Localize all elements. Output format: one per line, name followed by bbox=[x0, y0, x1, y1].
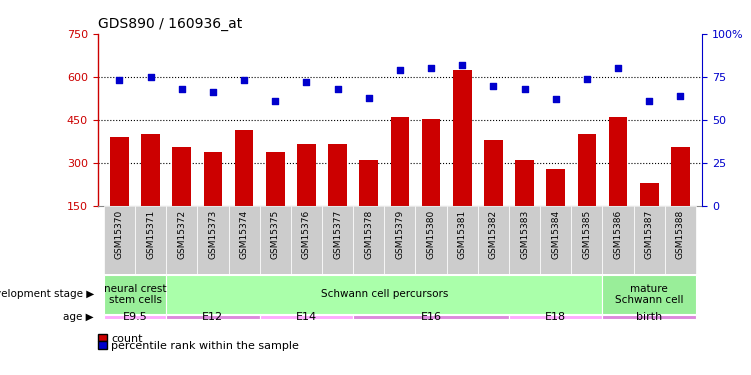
Text: GSM15375: GSM15375 bbox=[271, 210, 280, 259]
Text: neural crest
stem cells: neural crest stem cells bbox=[104, 284, 166, 305]
Point bbox=[145, 74, 157, 80]
Text: GSM15371: GSM15371 bbox=[146, 210, 155, 259]
Text: GSM15377: GSM15377 bbox=[333, 210, 342, 259]
FancyBboxPatch shape bbox=[353, 315, 509, 319]
FancyBboxPatch shape bbox=[478, 206, 509, 274]
Text: GSM15370: GSM15370 bbox=[115, 210, 124, 259]
Point bbox=[456, 62, 468, 68]
Text: GSM15385: GSM15385 bbox=[582, 210, 591, 259]
FancyBboxPatch shape bbox=[415, 206, 447, 274]
FancyBboxPatch shape bbox=[353, 206, 385, 274]
Text: E16: E16 bbox=[421, 312, 442, 322]
Text: GSM15386: GSM15386 bbox=[614, 210, 623, 259]
Bar bbox=[173, 147, 191, 249]
Point bbox=[581, 76, 593, 82]
Point bbox=[643, 98, 655, 104]
Point bbox=[550, 96, 562, 102]
Text: GSM15373: GSM15373 bbox=[209, 210, 218, 259]
Bar bbox=[640, 183, 659, 249]
Bar bbox=[141, 134, 160, 249]
Bar bbox=[671, 147, 689, 249]
Bar bbox=[484, 140, 502, 249]
Bar bbox=[422, 118, 440, 249]
Text: GSM15380: GSM15380 bbox=[427, 210, 436, 259]
Text: E9.5: E9.5 bbox=[122, 312, 147, 322]
Bar bbox=[609, 117, 627, 249]
Bar bbox=[297, 144, 315, 249]
FancyBboxPatch shape bbox=[291, 206, 322, 274]
Bar bbox=[110, 137, 128, 249]
Point bbox=[238, 77, 250, 83]
Point bbox=[394, 67, 406, 73]
FancyBboxPatch shape bbox=[166, 206, 198, 274]
Text: GSM15384: GSM15384 bbox=[551, 210, 560, 259]
FancyBboxPatch shape bbox=[634, 206, 665, 274]
Text: E18: E18 bbox=[545, 312, 566, 322]
Text: GDS890 / 160936_at: GDS890 / 160936_at bbox=[98, 17, 242, 32]
Text: GSM15379: GSM15379 bbox=[396, 210, 404, 259]
FancyBboxPatch shape bbox=[104, 206, 135, 274]
FancyBboxPatch shape bbox=[228, 206, 260, 274]
Bar bbox=[235, 130, 253, 249]
Point bbox=[674, 93, 686, 99]
Point bbox=[113, 77, 125, 83]
Text: E12: E12 bbox=[202, 312, 224, 322]
Bar bbox=[547, 169, 565, 249]
FancyBboxPatch shape bbox=[602, 274, 696, 314]
Bar bbox=[453, 70, 472, 249]
FancyBboxPatch shape bbox=[665, 206, 696, 274]
FancyBboxPatch shape bbox=[166, 274, 602, 314]
Point bbox=[425, 65, 437, 71]
Point bbox=[518, 86, 530, 92]
Text: GSM15372: GSM15372 bbox=[177, 210, 186, 259]
Text: Schwann cell percursors: Schwann cell percursors bbox=[321, 290, 448, 299]
Text: GSM15382: GSM15382 bbox=[489, 210, 498, 259]
Text: GSM15387: GSM15387 bbox=[644, 210, 653, 259]
Point bbox=[487, 82, 499, 88]
Point bbox=[363, 94, 375, 100]
Bar bbox=[360, 160, 378, 249]
Text: GSM15383: GSM15383 bbox=[520, 210, 529, 259]
Text: GSM15378: GSM15378 bbox=[364, 210, 373, 259]
Point bbox=[332, 86, 344, 92]
Point bbox=[207, 89, 219, 95]
FancyBboxPatch shape bbox=[385, 206, 415, 274]
Text: count: count bbox=[111, 334, 143, 344]
Bar bbox=[204, 152, 222, 249]
Text: GSM15374: GSM15374 bbox=[240, 210, 249, 259]
Point bbox=[270, 98, 282, 104]
Point bbox=[176, 86, 188, 92]
Text: age ▶: age ▶ bbox=[63, 312, 94, 322]
FancyBboxPatch shape bbox=[135, 206, 166, 274]
Text: mature
Schwann cell: mature Schwann cell bbox=[615, 284, 683, 305]
FancyBboxPatch shape bbox=[602, 206, 634, 274]
FancyBboxPatch shape bbox=[166, 315, 260, 319]
Bar bbox=[515, 160, 534, 249]
Text: percentile rank within the sample: percentile rank within the sample bbox=[111, 341, 299, 351]
FancyBboxPatch shape bbox=[540, 206, 572, 274]
FancyBboxPatch shape bbox=[509, 315, 602, 319]
FancyBboxPatch shape bbox=[572, 206, 602, 274]
Bar bbox=[578, 134, 596, 249]
Bar bbox=[328, 144, 347, 249]
Bar bbox=[391, 117, 409, 249]
Text: GSM15376: GSM15376 bbox=[302, 210, 311, 259]
FancyBboxPatch shape bbox=[198, 206, 228, 274]
Text: development stage ▶: development stage ▶ bbox=[0, 290, 94, 299]
Point bbox=[300, 79, 312, 85]
Point bbox=[612, 65, 624, 71]
Text: E14: E14 bbox=[296, 312, 317, 322]
FancyBboxPatch shape bbox=[322, 206, 353, 274]
FancyBboxPatch shape bbox=[260, 315, 353, 319]
FancyBboxPatch shape bbox=[260, 206, 291, 274]
FancyBboxPatch shape bbox=[602, 315, 696, 319]
FancyBboxPatch shape bbox=[509, 206, 540, 274]
Text: GSM15388: GSM15388 bbox=[676, 210, 685, 259]
Bar bbox=[266, 152, 285, 249]
Text: birth: birth bbox=[636, 312, 662, 322]
FancyBboxPatch shape bbox=[104, 315, 166, 319]
Text: GSM15381: GSM15381 bbox=[457, 210, 466, 259]
FancyBboxPatch shape bbox=[447, 206, 478, 274]
FancyBboxPatch shape bbox=[104, 274, 166, 314]
